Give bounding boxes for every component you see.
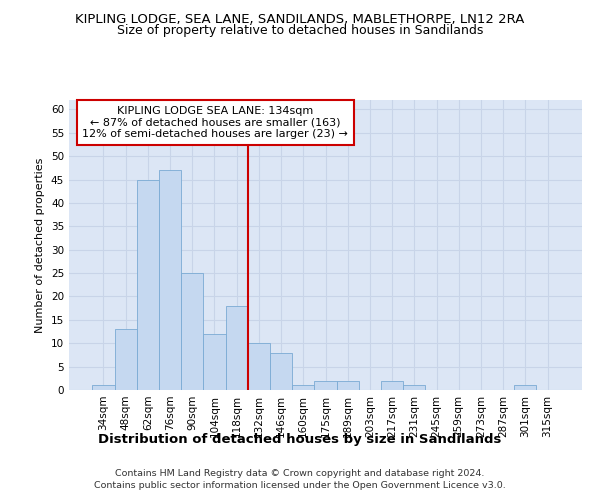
Bar <box>292 386 314 390</box>
Bar <box>137 180 159 390</box>
Bar <box>203 334 226 390</box>
Bar <box>248 343 270 390</box>
Text: Size of property relative to detached houses in Sandilands: Size of property relative to detached ho… <box>117 24 483 37</box>
Text: Contains HM Land Registry data © Crown copyright and database right 2024.: Contains HM Land Registry data © Crown c… <box>115 469 485 478</box>
Bar <box>226 306 248 390</box>
Bar <box>115 329 137 390</box>
Bar <box>514 386 536 390</box>
Bar <box>337 380 359 390</box>
Bar <box>314 380 337 390</box>
Y-axis label: Number of detached properties: Number of detached properties <box>35 158 46 332</box>
Text: Distribution of detached houses by size in Sandilands: Distribution of detached houses by size … <box>98 432 502 446</box>
Bar <box>92 386 115 390</box>
Bar <box>181 273 203 390</box>
Text: KIPLING LODGE, SEA LANE, SANDILANDS, MABLETHORPE, LN12 2RA: KIPLING LODGE, SEA LANE, SANDILANDS, MAB… <box>76 12 524 26</box>
Bar <box>159 170 181 390</box>
Text: KIPLING LODGE SEA LANE: 134sqm
← 87% of detached houses are smaller (163)
12% of: KIPLING LODGE SEA LANE: 134sqm ← 87% of … <box>82 106 348 139</box>
Text: Contains public sector information licensed under the Open Government Licence v3: Contains public sector information licen… <box>94 481 506 490</box>
Bar <box>403 386 425 390</box>
Bar <box>270 352 292 390</box>
Bar <box>381 380 403 390</box>
